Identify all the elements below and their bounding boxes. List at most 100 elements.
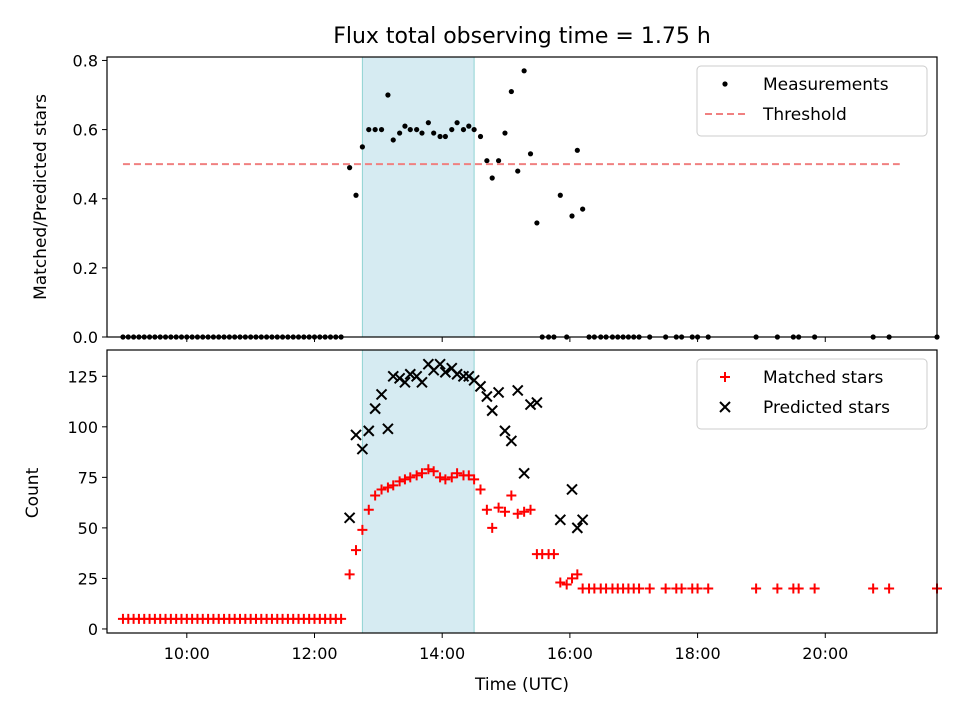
data-point: [378, 126, 385, 133]
data-point: [634, 583, 645, 594]
data-point: [382, 423, 394, 435]
data-point: [471, 126, 477, 133]
y-tick-label: 125: [67, 367, 98, 386]
legend-label: Threshold: [762, 105, 847, 125]
data-point: [569, 213, 575, 219]
data-point: [388, 480, 399, 491]
data-point: [572, 569, 583, 580]
data-point: [375, 388, 388, 401]
data-point: [580, 206, 586, 212]
data-point: [454, 120, 460, 126]
data-point: [561, 579, 572, 590]
data-point: [548, 549, 559, 560]
data-point: [351, 545, 361, 556]
data-point: [344, 569, 355, 580]
data-point: [484, 158, 490, 164]
data-point: [356, 443, 369, 455]
x-tick-label: 12:00: [291, 644, 337, 663]
data-point: [419, 130, 425, 136]
data-point: [442, 133, 448, 140]
data-point: [475, 484, 486, 495]
data-point: [359, 144, 365, 150]
legend-marker-plus: [720, 372, 730, 382]
series-matched-stars: [117, 464, 942, 624]
data-point: [425, 120, 431, 126]
data-point: [376, 484, 387, 495]
data-point: [350, 429, 362, 441]
x-axis-label: Time (UTC): [474, 675, 569, 695]
data-point: [506, 490, 517, 501]
data-point: [512, 508, 523, 519]
data-point: [505, 435, 518, 447]
data-point: [493, 502, 504, 513]
data-point: [495, 158, 502, 164]
data-point: [460, 126, 467, 133]
data-point: [557, 192, 563, 198]
data-point: [407, 126, 413, 133]
y-tick-label: 0.8: [73, 51, 98, 70]
data-point: [512, 384, 524, 397]
data-point: [502, 130, 508, 136]
data-point: [466, 123, 472, 129]
data-point: [369, 402, 381, 415]
data-point: [423, 464, 434, 475]
data-point: [555, 577, 566, 588]
data-point: [868, 583, 879, 594]
data-point: [487, 522, 498, 533]
data-point: [567, 573, 578, 584]
y-tick-label: 0.0: [73, 328, 98, 347]
legend-label: Matched stars: [763, 368, 883, 388]
y-tick-label: 75: [78, 468, 98, 487]
y-tick-label: 0.4: [73, 190, 98, 209]
data-point: [449, 126, 455, 133]
data-point: [428, 466, 439, 477]
data-point: [336, 613, 347, 624]
data-point: [554, 514, 567, 526]
axes-frame: [106, 349, 938, 634]
x-tick-label: 10:00: [164, 644, 210, 663]
data-point: [382, 482, 393, 493]
y-tick-label: 0.2: [73, 259, 98, 278]
legend-label: Measurements: [763, 75, 889, 95]
data-point: [397, 130, 403, 136]
data-point: [574, 147, 580, 153]
data-point: [370, 490, 381, 501]
data-point: [372, 126, 378, 133]
data-point: [390, 137, 396, 143]
data-point: [489, 175, 495, 181]
y-tick-label: 100: [67, 418, 98, 437]
axes-frame: [106, 56, 938, 338]
data-point: [357, 524, 368, 535]
x-tick-label: 14:00: [419, 644, 465, 663]
data-point: [518, 467, 530, 480]
data-point: [481, 504, 492, 515]
data-point: [387, 370, 399, 382]
data-point: [405, 472, 416, 483]
data-point: [486, 404, 498, 417]
data-point: [414, 126, 420, 133]
data-point: [437, 133, 443, 140]
data-point: [469, 474, 480, 485]
legend-box: [696, 358, 928, 430]
data-point: [499, 425, 511, 437]
x-tick-label: 18:00: [675, 644, 721, 663]
x-tick-label: 20:00: [802, 644, 848, 663]
data-point: [531, 396, 543, 409]
data-point: [492, 386, 505, 399]
legend-marker-x: [719, 401, 731, 413]
data-point: [399, 376, 411, 389]
data-point: [440, 474, 451, 485]
data-point: [431, 130, 437, 136]
data-point: [566, 483, 578, 496]
series-predicted-stars: [343, 358, 589, 534]
y-tick-label: 50: [78, 519, 98, 538]
y-tick-label: 25: [78, 569, 98, 588]
data-point: [343, 512, 356, 524]
bottom-panel: 0 25 50 75 100 125 10:00 12:00 14:00 16:00 18:00 20…: [67, 349, 942, 663]
data-point: [452, 468, 463, 479]
data-point: [576, 514, 589, 526]
legend: Measurements Threshold: [696, 65, 928, 137]
data-point: [385, 92, 391, 98]
data-point: [402, 123, 408, 129]
data-point: [411, 470, 422, 481]
